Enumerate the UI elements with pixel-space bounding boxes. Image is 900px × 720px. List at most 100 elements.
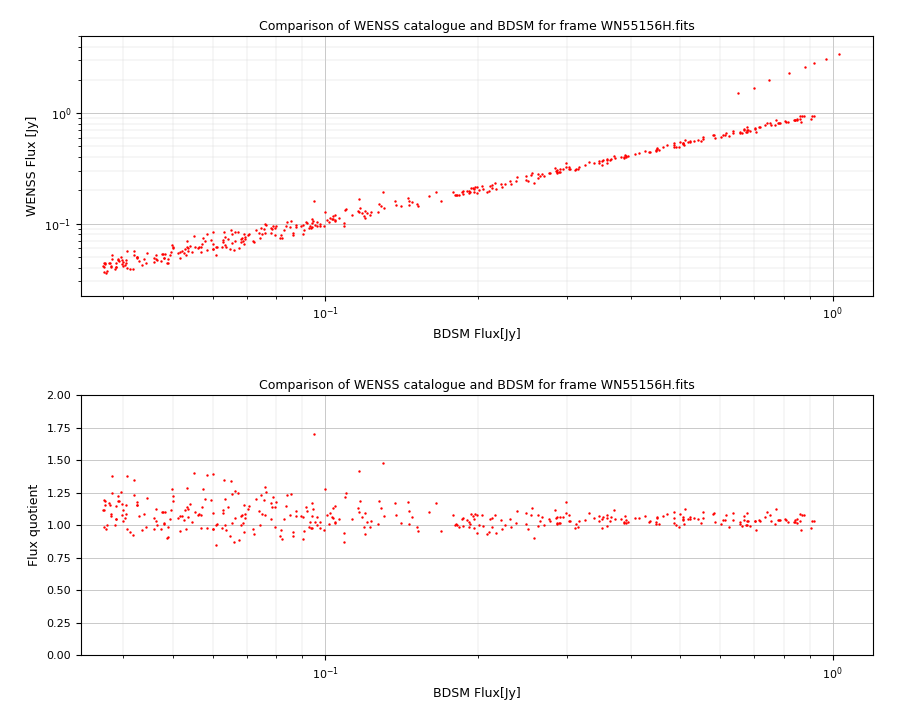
Point bbox=[210, 241, 224, 253]
Point bbox=[352, 506, 366, 518]
Point bbox=[740, 126, 754, 138]
Point bbox=[328, 516, 342, 528]
Point bbox=[454, 513, 469, 525]
Point bbox=[452, 189, 466, 201]
Point bbox=[194, 501, 209, 513]
Point bbox=[748, 515, 762, 526]
Point bbox=[725, 125, 740, 137]
Point bbox=[360, 207, 374, 219]
Point bbox=[519, 174, 534, 185]
Point bbox=[173, 252, 187, 264]
Point bbox=[219, 241, 233, 253]
Point bbox=[164, 246, 178, 258]
Point bbox=[480, 186, 494, 197]
Point bbox=[328, 215, 342, 226]
Point bbox=[563, 163, 578, 175]
Point bbox=[310, 511, 324, 523]
Point bbox=[591, 515, 606, 526]
Point bbox=[771, 514, 786, 526]
Point bbox=[587, 513, 601, 524]
Point bbox=[295, 228, 310, 240]
Point bbox=[181, 503, 195, 515]
Point bbox=[294, 510, 309, 522]
Point bbox=[462, 187, 476, 199]
Point bbox=[742, 126, 757, 138]
Point bbox=[120, 470, 134, 482]
Point bbox=[618, 510, 633, 522]
Point bbox=[104, 261, 119, 272]
Point bbox=[184, 516, 199, 528]
Point bbox=[273, 531, 287, 542]
Point bbox=[454, 186, 469, 197]
Point bbox=[269, 220, 284, 232]
Point bbox=[265, 223, 279, 235]
Point bbox=[804, 113, 818, 125]
Point bbox=[119, 500, 133, 511]
Point bbox=[205, 507, 220, 518]
Point bbox=[677, 140, 691, 151]
Point bbox=[210, 518, 224, 530]
Point bbox=[104, 258, 118, 269]
Point bbox=[364, 516, 378, 527]
Point bbox=[401, 505, 416, 517]
Point bbox=[671, 521, 686, 533]
Point bbox=[248, 224, 263, 235]
Point bbox=[562, 163, 576, 175]
Point bbox=[303, 220, 318, 231]
Point bbox=[216, 504, 230, 516]
Point bbox=[533, 516, 547, 527]
Point bbox=[318, 220, 332, 231]
Point bbox=[264, 513, 278, 525]
Point bbox=[603, 155, 617, 166]
Point bbox=[660, 508, 674, 520]
Point bbox=[552, 166, 566, 178]
Point bbox=[531, 168, 545, 179]
Point bbox=[312, 218, 327, 230]
Point bbox=[708, 516, 723, 528]
Point bbox=[450, 519, 464, 531]
Point bbox=[571, 163, 585, 175]
Point bbox=[209, 242, 223, 253]
Point bbox=[328, 215, 342, 226]
Point bbox=[482, 526, 497, 538]
Point bbox=[706, 129, 721, 140]
Point bbox=[193, 508, 207, 520]
Point bbox=[740, 516, 754, 527]
Point bbox=[237, 499, 251, 510]
Point bbox=[200, 469, 214, 480]
Point bbox=[104, 261, 118, 273]
Point bbox=[326, 214, 340, 225]
Point bbox=[120, 262, 134, 274]
Point bbox=[230, 487, 245, 499]
Point bbox=[130, 499, 145, 510]
Point bbox=[455, 512, 470, 523]
Point bbox=[388, 195, 402, 207]
Point bbox=[236, 517, 250, 528]
Point bbox=[253, 232, 267, 243]
Point bbox=[197, 493, 211, 505]
Point bbox=[328, 517, 342, 528]
Point bbox=[216, 236, 230, 248]
Point bbox=[297, 225, 311, 236]
Point bbox=[276, 225, 291, 236]
Point bbox=[753, 515, 768, 526]
Point bbox=[548, 504, 562, 516]
Point bbox=[324, 214, 338, 225]
Point bbox=[571, 521, 585, 533]
Point bbox=[449, 189, 464, 200]
Point bbox=[520, 523, 535, 534]
Point bbox=[234, 509, 248, 521]
Point bbox=[718, 129, 733, 140]
Point bbox=[581, 507, 596, 518]
Point bbox=[748, 123, 762, 135]
Point bbox=[627, 148, 642, 159]
Point bbox=[338, 492, 352, 503]
Point bbox=[736, 124, 751, 135]
Point bbox=[789, 517, 804, 528]
Point bbox=[328, 209, 342, 220]
Point bbox=[338, 204, 352, 216]
Point bbox=[122, 263, 137, 274]
Point bbox=[100, 265, 114, 276]
Point bbox=[489, 184, 503, 195]
Point bbox=[476, 520, 491, 531]
